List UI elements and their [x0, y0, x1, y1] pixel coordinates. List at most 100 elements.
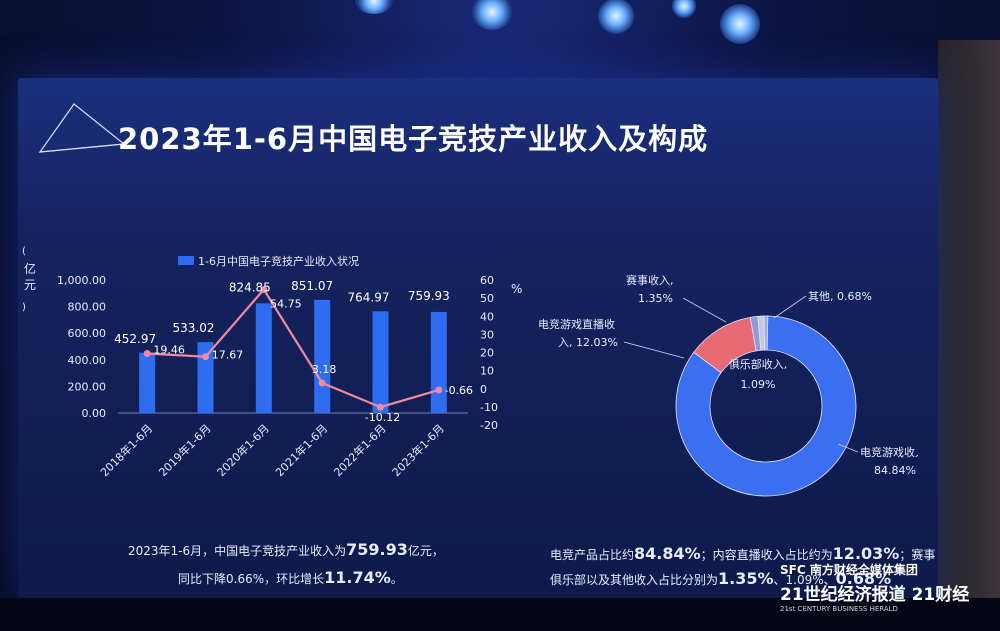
line-point [377, 403, 384, 411]
category-label: 2023年1-6月 [389, 421, 447, 479]
stage-light [672, 0, 696, 18]
bar-value-label: 764.97 [348, 290, 390, 304]
left-tick-label: 1,000.00 [57, 274, 106, 287]
donut-label: 1.09% [741, 378, 776, 391]
legend-swatch [178, 256, 194, 265]
line-point [202, 353, 209, 361]
watermark-line2: 21世纪经济报道 21财经 [780, 585, 970, 605]
category-label: 2020年1-6月 [214, 421, 272, 479]
donut-leader-line [682, 297, 727, 323]
right-tick-label: 30 [480, 328, 494, 341]
summary-right-value: 1.35% [718, 569, 774, 588]
donut-label: 电竞游戏收入, [860, 445, 918, 459]
left-tick-label: 800.00 [68, 301, 107, 314]
bar [430, 311, 447, 413]
left-axis-paren: ( [22, 246, 26, 257]
right-tick-label: 50 [480, 292, 494, 305]
summary-left-text: 同比下降0.66%，环比增长 [178, 572, 325, 586]
bar [314, 299, 331, 413]
right-tick-label: -10 [480, 401, 498, 414]
line-point [435, 386, 443, 394]
donut-label: 赛事收入, [626, 273, 674, 287]
right-tick-label: 10 [480, 365, 494, 378]
category-label: 2018年1-6月 [97, 421, 155, 479]
stage-light [355, 0, 393, 14]
category-label: 2021年1-6月 [272, 421, 330, 479]
presentation-screen: 2023年1-6月中国电子竞技产业收入及构成 1-6月中国电子竞技产业收入状况亿… [18, 78, 938, 598]
left-tick-label: 0.00 [82, 407, 107, 420]
donut-slice [763, 315, 769, 351]
donut-label: 其他, 0.68% [808, 290, 872, 303]
summary-right-line2: 俱乐部以及其他收入占比分别为1.35%、1.09%、0.68% [550, 569, 891, 588]
left-tick-label: 400.00 [68, 354, 107, 367]
line-value-label: 17.67 [212, 349, 244, 362]
summary-left-line1: 2023年1-6月，中国电子竞技产业收入为759.93亿元， [128, 540, 444, 559]
summary-right-text: ；内容直播收入占比约为 [700, 548, 833, 562]
left-tick-label: 600.00 [68, 327, 107, 340]
summary-left-value: 759.93 [346, 540, 408, 559]
right-tick-label: 60 [480, 274, 494, 287]
right-tick-label: -20 [480, 419, 498, 432]
left-axis-paren: ) [22, 302, 26, 313]
bar-value-label: 759.93 [408, 289, 450, 303]
category-label: 2022年1-6月 [331, 421, 389, 479]
donut-label: 俱乐部收入, [729, 357, 788, 371]
summary-right-value: 84.84% [634, 544, 701, 563]
summary-left-suffix: 。 [390, 572, 403, 586]
left-axis-label: 亿 [24, 261, 36, 276]
summary-right-text: ；赛事 [899, 548, 936, 562]
right-tick-label: 20 [480, 347, 494, 360]
donut-label: 84.84% [874, 464, 916, 477]
line-value-label: -0.66 [445, 384, 473, 397]
donut-leader-line [773, 295, 807, 319]
right-axis-label: % [511, 282, 522, 296]
bar [372, 311, 389, 413]
summary-left-suffix: 亿元， [407, 544, 444, 558]
category-label: 2019年1-6月 [156, 421, 214, 479]
bar [139, 352, 156, 413]
line-value-label: -10.12 [365, 411, 400, 424]
summary-right-text: 、1.09%、 [773, 573, 836, 587]
stage-lights [0, 0, 1000, 70]
donut-slice [675, 315, 857, 497]
right-tick-label: 0 [480, 383, 487, 396]
right-tick-label: 40 [480, 310, 494, 323]
donut-label: 1.35% [638, 292, 673, 305]
audience-area [0, 598, 1000, 631]
summary-left-text: 2023年1-6月，中国电子竞技产业收入为 [128, 544, 347, 558]
summary-right-text: 电竞产品占比约 [550, 548, 635, 562]
bar-line-chart: 1-6月中国电子竞技产业收入状况亿元()%1,000.00800.00600.0… [22, 246, 522, 479]
watermark-logo: SFC 南方财经全媒体集团 21世纪经济报道 21财经 21st CENTURY… [780, 561, 990, 625]
summary-right-text: 俱乐部以及其他收入占比分别为 [550, 573, 719, 587]
stage-light [720, 4, 760, 44]
watermark-line3: 21st CENTURY BUSINESS HERALD [780, 605, 898, 613]
summary-left-value: 11.74% [324, 568, 391, 587]
bar [255, 303, 272, 413]
bar-value-label: 824.85 [229, 280, 271, 294]
stage-light [472, 0, 512, 30]
watermark-line1: SFC 南方财经全媒体集团 [780, 563, 918, 577]
line-value-label: 54.75 [270, 298, 302, 311]
line-point [318, 379, 326, 387]
stage-light [598, 0, 634, 34]
donut-leader-line [837, 443, 859, 453]
bar-value-label: 851.07 [291, 279, 333, 293]
donut-label: 电竞游戏直播收 [538, 317, 615, 331]
bar-value-label: 533.02 [173, 321, 215, 335]
triangle-decoration-icon [38, 103, 126, 153]
side-wall [938, 40, 1000, 600]
donut-leader-line [623, 341, 685, 359]
line-point [260, 286, 268, 294]
slide-title: 2023年1-6月中国电子竞技产业收入及构成 [118, 122, 709, 156]
summary-right-line1: 电竞产品占比约84.84%；内容直播收入占比约为12.03%；赛事 [550, 544, 935, 563]
left-tick-label: 200.00 [68, 380, 107, 393]
summary-left-line2: 同比下降0.66%，环比增长11.74%。 [178, 568, 403, 587]
line-point [143, 349, 151, 357]
bar [197, 342, 214, 413]
growth-line [147, 287, 440, 409]
bar-value-label: 452.97 [114, 332, 156, 346]
line-value-label: 3.18 [312, 363, 337, 376]
summary-right-value: 12.03% [832, 544, 900, 563]
